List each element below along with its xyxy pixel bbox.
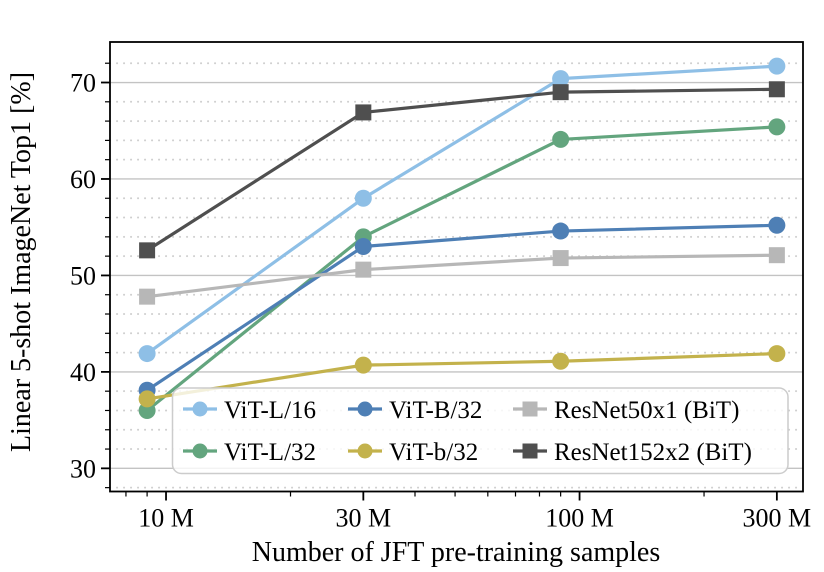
legend-box — [171, 387, 789, 475]
legend: ViT-L/16 ViT-L/32 ViT-B/32 ViT-b/32 ResNet50… — [171, 387, 789, 475]
data-point-vit-b-32 — [768, 216, 786, 234]
legend-label: ResNet50x1 (BiT) — [554, 397, 739, 424]
data-point-resnet50x1-bit — [768, 247, 785, 264]
legend-marker-circle — [192, 401, 208, 417]
data-series — [138, 57, 786, 419]
data-point-vit-l-16 — [354, 189, 372, 207]
legend-marker-square — [522, 443, 538, 459]
series-resnet50x1-bit — [139, 247, 785, 305]
y-tick-label: 70 — [70, 69, 96, 98]
data-point-resnet50x1-bit — [355, 261, 372, 278]
series-line-vit-l-16 — [146, 64, 777, 355]
series-line-resnet152x2-bit — [146, 87, 777, 252]
legend-item-resnet50x1-bit: ResNet50x1 (BiT) — [513, 397, 739, 424]
legend-marker-circle — [192, 443, 208, 459]
x-tick-label: 30 M — [336, 504, 392, 533]
data-point-vit-l-32 — [552, 130, 570, 148]
legend-marker-square — [522, 401, 538, 417]
series-vit-l-32 — [138, 118, 786, 419]
legend-label: ViT-b/32 — [389, 439, 478, 466]
y-tick-label: 60 — [70, 165, 96, 194]
series-resnet152x2-bit — [139, 81, 785, 259]
legend-label: ViT-L/32 — [224, 439, 316, 466]
axes: 10 M 30 M 100 M 300 M 30 40 50 60 70 — [70, 41, 812, 533]
legend-item-vit-l-32: ViT-L/32 — [183, 439, 316, 466]
plot-border — [109, 41, 804, 493]
data-point-vit-b-32 — [552, 352, 570, 370]
x-tick-label: 100 M — [545, 504, 614, 533]
legend-item-vit-l-16: ViT-L/16 — [183, 397, 316, 424]
series-line-vit-b-32 — [146, 223, 777, 392]
data-point-vit-l-16 — [138, 345, 156, 363]
series-vit-b-32 — [138, 345, 786, 408]
data-point-vit-b-32 — [354, 237, 372, 255]
data-point-vit-l-16 — [552, 70, 570, 88]
legend-marker-circle — [357, 443, 373, 459]
data-point-resnet152x2-bit — [355, 104, 372, 121]
legend-label: ViT-L/16 — [224, 397, 316, 424]
y-tick-label: 40 — [70, 358, 96, 387]
legend-item-resnet152x2-bit: ResNet152x2 (BiT) — [513, 439, 752, 466]
legend-label: ResNet152x2 (BiT) — [554, 439, 752, 466]
data-point-vit-b-32 — [354, 356, 372, 374]
data-point-resnet152x2-bit — [139, 242, 156, 259]
data-point-resnet152x2-bit — [768, 81, 785, 98]
x-tick-label: 10 M — [138, 504, 194, 533]
legend-item-vit-b-32: ViT-b/32 — [348, 439, 478, 466]
data-point-vit-b-32 — [552, 222, 570, 240]
data-point-resnet152x2-bit — [552, 84, 569, 101]
series-vit-l-16 — [138, 57, 786, 363]
data-point-vit-l-32 — [768, 118, 786, 136]
data-point-vit-b-32 — [768, 345, 786, 363]
data-point-resnet50x1-bit — [139, 288, 156, 305]
legend-label: ViT-B/32 — [389, 397, 482, 424]
y-tick-label: 30 — [70, 454, 96, 483]
data-point-resnet50x1-bit — [552, 250, 569, 267]
legend-item-vit-b-32: ViT-B/32 — [348, 397, 482, 424]
y-tick-label: 50 — [70, 262, 96, 291]
legend-marker-circle — [357, 401, 373, 417]
y-axis-title: Linear 5-shot ImageNet Top1 [%] — [6, 72, 37, 452]
x-axis-title: Number of JFT pre-training samples — [252, 537, 661, 568]
x-tick-label: 300 M — [743, 504, 812, 533]
series-line-resnet50x1-bit — [146, 253, 777, 299]
data-point-vit-l-16 — [768, 57, 786, 75]
series-line-vit-b-32 — [146, 351, 777, 401]
data-point-vit-b-32 — [138, 390, 156, 408]
series-line-vit-l-32 — [146, 125, 777, 412]
